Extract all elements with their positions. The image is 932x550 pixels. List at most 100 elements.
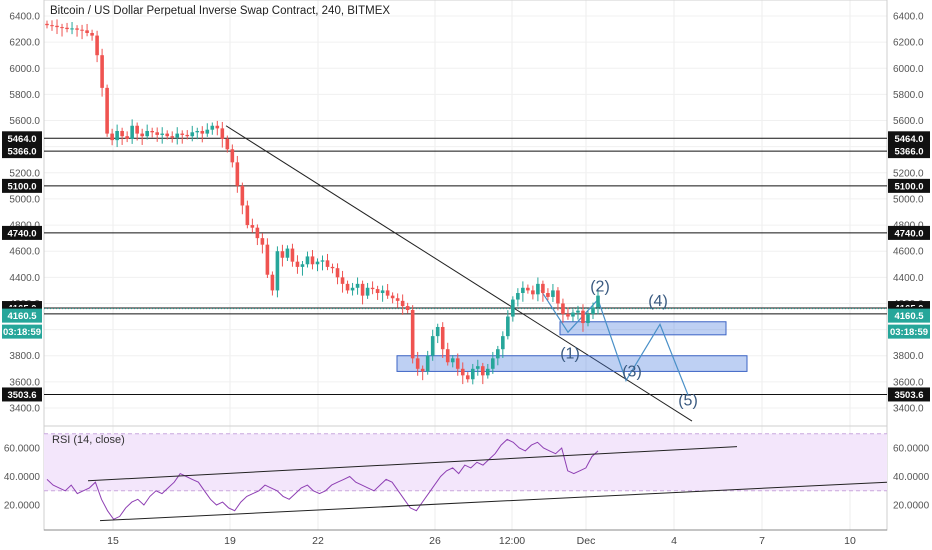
price-tick-label: 5000.0 — [9, 194, 40, 205]
countdown-tag-right-bg — [888, 324, 930, 339]
candle-body — [360, 283, 365, 296]
price-tick-label: 5600.0 — [893, 116, 924, 127]
candle-body — [200, 130, 205, 134]
candle-body — [536, 283, 540, 295]
candle-body — [170, 136, 175, 138]
candle-body — [521, 287, 525, 294]
candle-body — [140, 133, 144, 137]
candle-body — [425, 355, 430, 372]
candle-body — [75, 28, 79, 30]
candle-body — [546, 293, 550, 297]
price-tags: 5464.0 5464.0 5366.0 5366.0 5100.0 5100.0 4740… — [2, 131, 930, 402]
candle-body — [320, 260, 325, 262]
candle-body — [135, 125, 139, 134]
candle-body — [65, 27, 69, 30]
candle-body — [205, 129, 210, 134]
candle-body — [526, 287, 530, 291]
price-tick-label: 6200.0 — [9, 38, 40, 49]
price-tick-label: 4600.0 — [893, 247, 924, 258]
candle-body — [245, 205, 250, 226]
rsi-line — [46, 438, 888, 522]
candle-body — [145, 130, 149, 137]
candle-body — [460, 368, 465, 376]
candle-body — [420, 368, 425, 372]
price-tick-label: 3800.0 — [9, 351, 40, 362]
candle-body — [410, 310, 415, 359]
candle-body — [260, 238, 265, 245]
drawings — [225, 125, 748, 422]
price-tick-label: 6400.0 — [9, 12, 40, 23]
candle-body — [120, 130, 124, 137]
candle-body — [60, 27, 64, 29]
candle-body — [380, 290, 385, 294]
wave-label: (2) — [590, 279, 610, 296]
candle-body — [175, 133, 180, 138]
price-tick-label: 5000.0 — [893, 194, 924, 205]
candle-body — [576, 310, 580, 313]
candle-body — [165, 133, 170, 137]
candle-body — [345, 283, 350, 291]
candle-body — [571, 312, 575, 317]
price-tick-label: 6400.0 — [893, 12, 924, 23]
level-tag-left: 5464.0 — [7, 134, 36, 145]
candle-body — [255, 227, 260, 239]
rsi-band — [44, 433, 887, 492]
time-tick-label: 15 — [107, 535, 119, 547]
candle-body — [250, 225, 255, 228]
candle-body — [440, 326, 445, 350]
candle-body — [155, 132, 159, 135]
level-tag-right-bg — [888, 131, 930, 146]
level-tag-left-bg — [2, 178, 42, 193]
price-tick-label: 3800.0 — [893, 351, 924, 362]
price-tick-label: 5800.0 — [893, 90, 924, 101]
candle-body — [305, 256, 310, 265]
rsi-trend-upper — [87, 446, 738, 482]
candle-body — [385, 290, 390, 296]
level-tag-left-bg — [2, 131, 42, 146]
candle-body — [95, 35, 99, 56]
countdown-tag-right: 03:18:59 — [890, 327, 928, 338]
candle-body — [185, 134, 190, 137]
level-tag-right-bg — [888, 225, 930, 240]
candle-body — [480, 366, 485, 376]
chart-title: Bitcoin / US Dollar Perpetual Inverse Sw… — [50, 5, 391, 17]
candle-body — [275, 251, 280, 291]
candle-body — [455, 358, 460, 369]
candle-body — [150, 130, 154, 133]
candle-body — [280, 251, 285, 258]
candle-body — [325, 260, 330, 267]
candle-body — [591, 307, 595, 314]
level-tag-right: 5464.0 — [894, 134, 923, 145]
candle-body — [516, 293, 520, 300]
candle-body — [415, 358, 420, 369]
candle-body — [55, 25, 59, 28]
current-price-tag-left-bg — [2, 308, 42, 323]
candle-body — [435, 326, 440, 337]
level-tag-right: 4740.0 — [894, 228, 923, 239]
candle-body — [100, 55, 104, 88]
candle-body — [531, 290, 535, 295]
level-tag-left: 5100.0 — [7, 181, 36, 192]
candle-body — [511, 299, 515, 317]
candle-body — [405, 306, 410, 310]
candle-body — [470, 368, 475, 380]
candle-body — [541, 283, 545, 294]
candle-body — [285, 248, 290, 258]
level-tag-right-bg — [888, 144, 930, 159]
price-tick-label: 5200.0 — [9, 168, 40, 179]
candle-body — [340, 277, 345, 284]
candle-body — [180, 133, 185, 135]
candle-body — [450, 358, 455, 363]
rsi-series — [46, 438, 599, 520]
candle-body — [491, 358, 495, 369]
wave-label: (1) — [560, 345, 580, 362]
candle-body — [430, 336, 435, 356]
rsi-tick-label: 20.0000 — [893, 501, 930, 512]
candle-body — [395, 298, 400, 301]
current-price-tag-right: 4160.5 — [894, 311, 924, 322]
candle-body — [230, 149, 235, 163]
price-tick-label: 3600.0 — [893, 377, 924, 388]
wave-projection — [540, 290, 689, 396]
candle-body — [70, 28, 74, 30]
